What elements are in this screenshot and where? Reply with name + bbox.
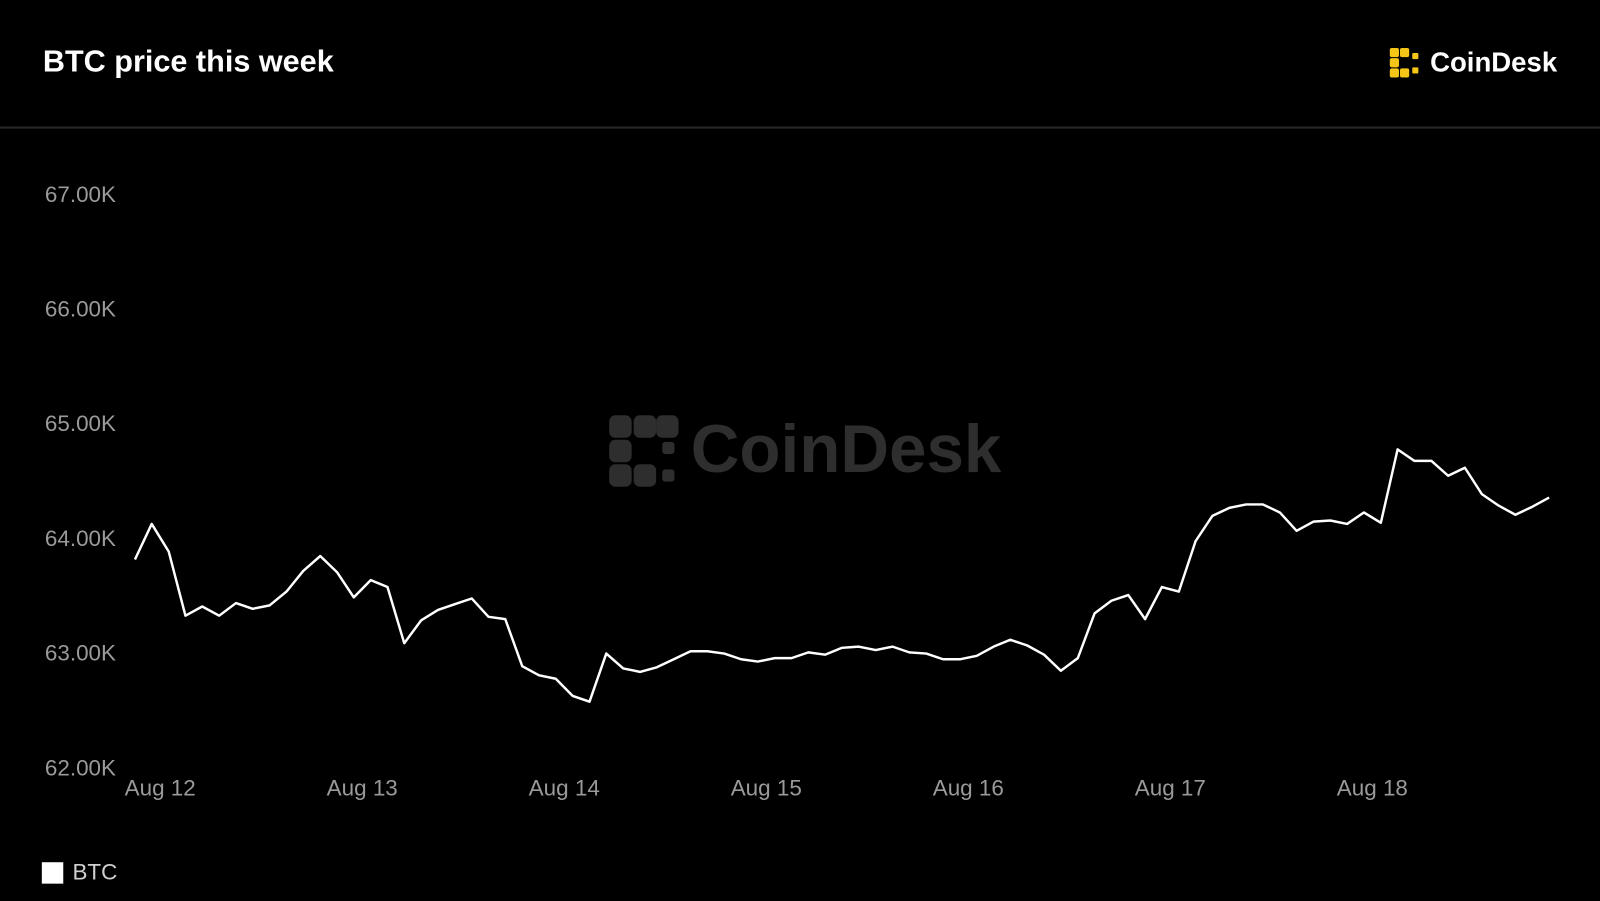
legend-label: BTC (72, 859, 117, 884)
y-tick-label: 64.00K (45, 526, 116, 551)
watermark: CoinDesk (691, 412, 1002, 487)
x-tick-label: Aug 13 (327, 776, 398, 801)
y-tick-label: 65.00K (45, 411, 116, 436)
price-line (133, 448, 1550, 703)
chart-title: BTC price this week (43, 44, 335, 78)
y-tick-label: 66.00K (45, 297, 116, 322)
x-tick-label: Aug 15 (731, 776, 802, 801)
x-tick-label: Aug 12 (125, 776, 196, 801)
logo: CoinDesk (1430, 47, 1558, 78)
x-tick-label: Aug 17 (1135, 776, 1206, 801)
logo-icon (1389, 47, 1419, 78)
x-tick-label: Aug 16 (933, 776, 1004, 801)
y-tick-label: 67.00K (45, 182, 116, 207)
y-tick-label: 63.00K (45, 641, 116, 666)
legend-swatch (41, 862, 64, 884)
watermark-icon (609, 415, 679, 487)
y-tick-label: 62.00K (45, 755, 116, 780)
x-tick-label: Aug 14 (529, 776, 600, 801)
x-tick-label: Aug 18 (1337, 776, 1408, 801)
